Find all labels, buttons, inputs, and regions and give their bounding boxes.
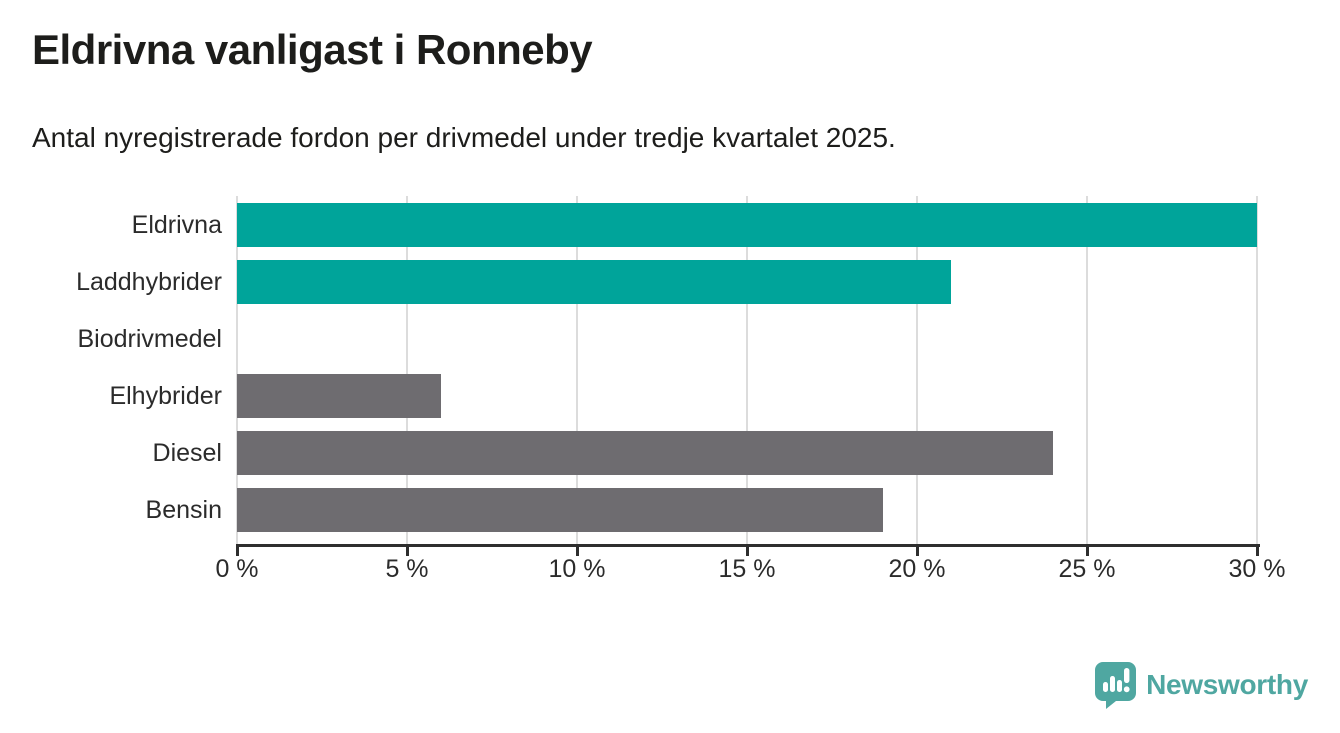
x-axis-tick bbox=[1255, 547, 1259, 556]
x-axis-tick bbox=[745, 547, 749, 556]
bar-eldrivna bbox=[237, 203, 1257, 247]
x-axis-tick bbox=[575, 547, 579, 556]
chart-subtitle: Antal nyregistrerade fordon per drivmede… bbox=[32, 122, 896, 153]
x-axis-tick bbox=[915, 547, 919, 556]
newsworthy-logo: Newsworthy bbox=[1094, 661, 1308, 709]
speech-bubble-bar-chart-icon bbox=[1095, 662, 1137, 709]
category-label-elhybrider: Elhybrider bbox=[109, 382, 222, 410]
bar-laddhybrider bbox=[237, 260, 951, 304]
x-axis-tick-label: 0 % bbox=[215, 555, 259, 583]
x-axis-tick-label: 5 % bbox=[385, 555, 429, 583]
x-axis-line bbox=[236, 544, 1260, 547]
x-axis-tick bbox=[1085, 547, 1089, 556]
gridline bbox=[1086, 196, 1088, 544]
x-axis-tick-label: 15 % bbox=[718, 555, 776, 583]
x-axis-tick-label: 20 % bbox=[888, 555, 946, 583]
bar-bensin bbox=[237, 488, 883, 532]
category-label-bensin: Bensin bbox=[145, 496, 222, 524]
category-label-biodrivmedel: Biodrivmedel bbox=[77, 325, 222, 353]
x-axis-tick bbox=[405, 547, 409, 556]
bar-diesel bbox=[237, 431, 1053, 475]
category-label-eldrivna: Eldrivna bbox=[131, 211, 222, 239]
x-axis-tick-label: 10 % bbox=[548, 555, 606, 583]
gridline bbox=[916, 196, 918, 544]
gridline bbox=[1256, 196, 1258, 544]
gridline bbox=[236, 196, 238, 544]
gridline bbox=[406, 196, 408, 544]
category-label-diesel: Diesel bbox=[152, 439, 222, 467]
gridline bbox=[746, 196, 748, 544]
bar-elhybrider bbox=[237, 374, 441, 418]
category-label-laddhybrider: Laddhybrider bbox=[76, 268, 222, 296]
x-axis-tick-label: 25 % bbox=[1058, 555, 1116, 583]
gridline bbox=[576, 196, 578, 544]
newsworthy-logo-text: Newsworthy bbox=[1146, 669, 1308, 700]
x-axis-tick-label: 30 % bbox=[1228, 555, 1286, 583]
x-axis-tick bbox=[235, 547, 239, 556]
chart-title: Eldrivna vanligast i Ronneby bbox=[32, 26, 593, 73]
bar-chart: Eldrivna Laddhybrider Biodrivmedel Elhybrid… bbox=[76, 196, 1286, 583]
